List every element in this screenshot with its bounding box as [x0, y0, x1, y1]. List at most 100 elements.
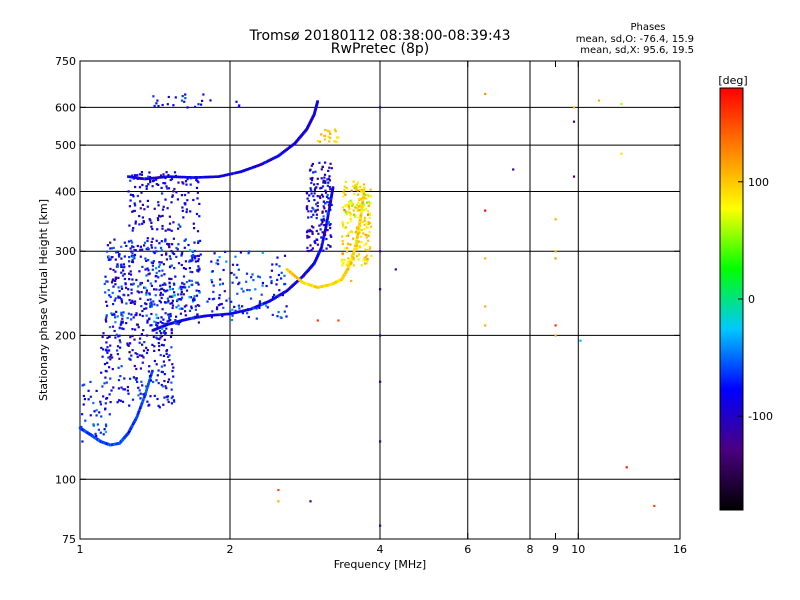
trace-point	[144, 390, 148, 393]
trace-point	[148, 377, 152, 380]
data-point	[360, 241, 363, 244]
data-point	[342, 225, 345, 228]
data-point	[307, 216, 310, 219]
data-point	[89, 380, 92, 383]
data-point	[109, 344, 112, 347]
data-point	[312, 208, 315, 211]
data-point	[129, 270, 132, 273]
trace-point	[353, 247, 357, 250]
trace-point	[146, 386, 149, 390]
axis-ticks	[79, 60, 681, 540]
data-point	[231, 314, 234, 317]
data-point	[171, 195, 174, 198]
data-point	[144, 393, 147, 396]
data-point	[235, 100, 238, 103]
data-point	[145, 385, 148, 388]
trace-point	[203, 175, 207, 179]
data-point	[105, 341, 108, 344]
data-point	[198, 304, 201, 307]
data-point	[89, 395, 92, 398]
data-point	[134, 300, 137, 303]
trace-point	[243, 169, 247, 172]
data-point	[370, 254, 373, 257]
data-point	[357, 216, 360, 219]
data-point	[123, 377, 126, 380]
data-point	[222, 268, 225, 272]
data-point	[109, 267, 112, 270]
data-point	[116, 315, 119, 318]
data-point	[186, 199, 189, 202]
data-point	[194, 105, 197, 108]
data-point	[107, 258, 110, 261]
data-point	[161, 227, 164, 230]
data-point	[173, 400, 176, 403]
data-point	[379, 524, 382, 527]
trace-point	[182, 175, 185, 179]
trace-point	[356, 233, 360, 236]
data-point	[167, 380, 170, 384]
trace-point	[360, 209, 363, 213]
trace-point	[357, 226, 361, 230]
data-point	[357, 253, 360, 256]
data-point	[112, 246, 115, 249]
data-point	[241, 305, 244, 308]
data-point	[323, 231, 326, 234]
data-point	[311, 232, 314, 235]
data-point	[81, 413, 84, 416]
data-point	[139, 200, 142, 203]
data-point	[106, 244, 109, 247]
data-point	[169, 315, 172, 318]
trace-point	[228, 312, 232, 316]
data-point	[118, 327, 121, 330]
data-point	[321, 165, 324, 168]
data-point	[155, 313, 158, 316]
data-point	[250, 276, 253, 279]
data-point	[146, 298, 149, 301]
data-point	[322, 215, 325, 218]
data-point	[166, 398, 169, 401]
data-point	[221, 315, 224, 318]
data-point	[350, 220, 353, 223]
data-point	[308, 228, 311, 231]
data-point	[329, 245, 332, 248]
data-point	[169, 257, 172, 260]
trace-point	[151, 176, 155, 180]
data-point	[164, 182, 167, 185]
trace-point	[147, 380, 151, 384]
trace-point	[202, 175, 205, 179]
data-point	[369, 188, 372, 191]
data-point	[138, 186, 142, 189]
data-point	[101, 355, 104, 358]
data-point	[114, 316, 117, 319]
trace-point	[153, 176, 157, 180]
data-point	[140, 191, 143, 194]
data-point	[133, 253, 137, 256]
data-point	[92, 424, 95, 427]
trace-point	[150, 177, 153, 180]
data-point	[310, 181, 313, 185]
data-point	[171, 299, 174, 302]
data-point	[254, 288, 257, 291]
data-point	[344, 180, 347, 183]
data-point	[368, 216, 371, 219]
data-point	[347, 231, 351, 234]
data-point	[165, 171, 168, 174]
data-point	[265, 284, 268, 288]
trace-point	[233, 311, 236, 315]
data-point	[165, 327, 168, 330]
data-point	[120, 257, 123, 260]
colorbar-tick-label: -100	[748, 410, 773, 423]
data-point	[152, 300, 155, 303]
data-point	[195, 294, 199, 297]
data-point	[306, 236, 309, 239]
data-point	[146, 400, 149, 403]
data-point	[354, 215, 357, 218]
data-point	[245, 272, 249, 275]
data-point	[168, 245, 171, 248]
data-point	[309, 500, 312, 503]
data-point	[146, 279, 150, 282]
trace-point	[284, 290, 287, 293]
data-point	[322, 181, 325, 184]
data-point	[341, 240, 344, 243]
data-point	[156, 397, 159, 401]
